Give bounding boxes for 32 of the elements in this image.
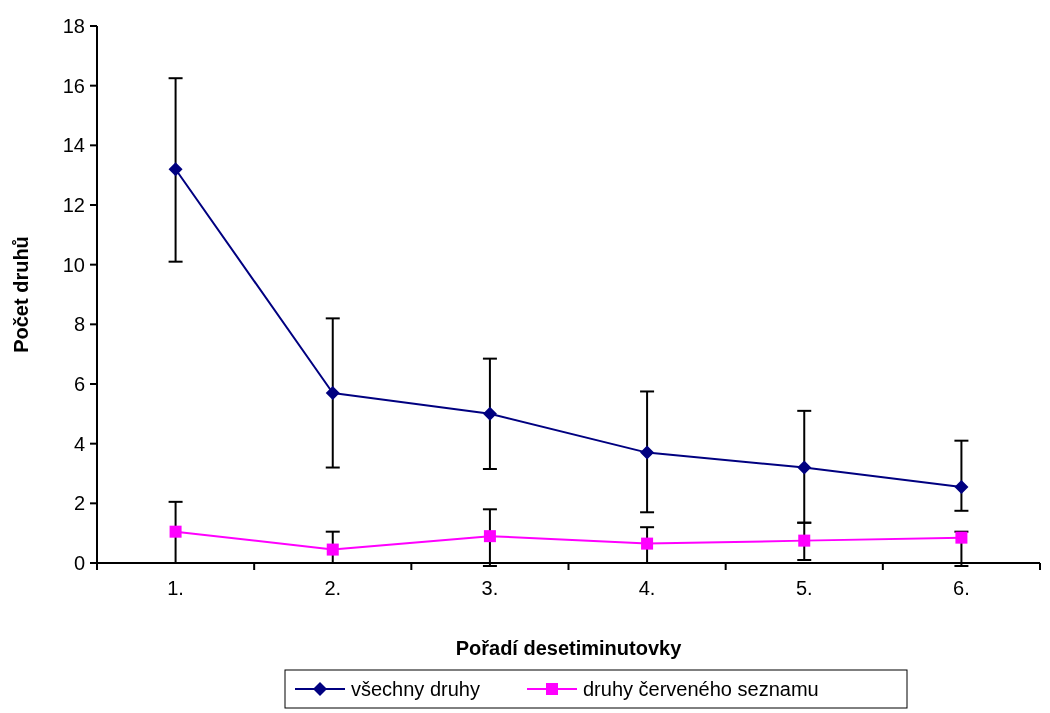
y-tick-label: 18 [62, 15, 85, 37]
point [483, 530, 496, 543]
y-axis-title: Počet druhů [10, 236, 32, 353]
x-tick-label: 2. [324, 577, 342, 599]
y-tick-label: 6 [73, 373, 85, 395]
point [640, 445, 655, 460]
point [955, 531, 968, 544]
x-tick-label: 5. [795, 577, 813, 599]
y-tick-label: 14 [62, 134, 85, 157]
x-tick-label: 4. [638, 577, 656, 599]
point [169, 525, 182, 538]
y-tick-label: 4 [73, 432, 85, 455]
point [482, 406, 497, 421]
x-axis-title: Pořadí desetiminutovky [455, 637, 683, 659]
point [325, 385, 340, 400]
y-tick-label: 16 [62, 74, 85, 97]
y-tick-label: 12 [62, 194, 85, 216]
point [168, 162, 183, 177]
point [954, 479, 969, 494]
x-tick-label: 6. [953, 577, 970, 599]
y-tick-label: 10 [62, 253, 85, 276]
point [798, 534, 811, 547]
legend-label: všechny druhy [351, 678, 480, 700]
legend-label: druhy červeného seznamu [583, 678, 819, 700]
x-tick-label: 1. [167, 577, 184, 599]
y-tick-label: 2 [73, 492, 85, 515]
y-tick-label: 8 [73, 313, 85, 336]
y-tick-label: 0 [73, 552, 85, 574]
x-tick-label: 3. [481, 577, 499, 599]
point [641, 537, 654, 550]
point [326, 543, 339, 556]
point [797, 460, 812, 475]
